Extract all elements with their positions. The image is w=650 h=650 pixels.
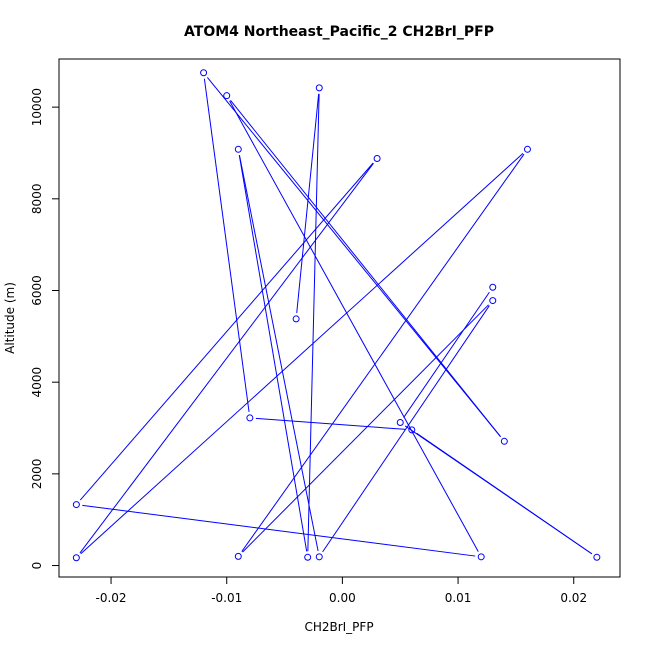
y-tick-label: 10000 — [30, 88, 44, 126]
data-point — [489, 297, 497, 305]
data-point — [315, 553, 323, 561]
data-point — [477, 553, 485, 561]
plot-frame — [58, 58, 621, 578]
series-segment — [307, 93, 320, 552]
y-tick-label: 4000 — [30, 367, 44, 398]
data-point — [523, 145, 531, 153]
data-point — [396, 419, 404, 427]
data-point — [223, 92, 231, 100]
series-segment — [80, 152, 524, 555]
chart-title: ATOM4 Northeast_Pacific_2 CH2BrI_PFP — [184, 24, 494, 40]
data-point — [315, 84, 323, 92]
series-segment — [229, 100, 479, 552]
data-point — [200, 69, 208, 77]
series-segment — [238, 155, 319, 552]
series-segment — [296, 93, 320, 313]
series-segment — [203, 78, 250, 413]
x-tick-label: -0.02 — [96, 591, 127, 605]
data-point — [408, 426, 416, 434]
x-tick-label: 0.00 — [329, 591, 356, 605]
series-segment — [82, 504, 476, 557]
series-layer — [72, 69, 601, 562]
y-tick-label: 0 — [30, 562, 44, 570]
x-tick-label: 0.01 — [445, 591, 472, 605]
data-point — [234, 145, 242, 153]
x-tick-label: 0.02 — [560, 591, 587, 605]
series-segment — [79, 162, 374, 554]
x-tick-label: -0.01 — [211, 591, 242, 605]
y-axis-label: Altitude (m) — [3, 282, 17, 354]
y-tick-label: 8000 — [30, 184, 44, 215]
series-segment — [255, 417, 406, 430]
y-axis: 0 2000 4000 6000 8000 10000 — [30, 88, 60, 570]
data-point — [246, 414, 254, 422]
data-point — [292, 315, 300, 323]
data-point — [373, 154, 381, 162]
x-axis-label: CH2BrI_PFP — [304, 620, 373, 634]
data-point — [489, 283, 497, 291]
data-point — [72, 554, 80, 562]
series-segment — [230, 100, 501, 437]
y-tick-label: 6000 — [30, 275, 44, 306]
data-point — [304, 553, 312, 561]
series-segment — [79, 162, 374, 501]
series-segment — [242, 304, 489, 553]
series-segment — [206, 77, 501, 437]
series-segment — [404, 425, 593, 555]
series-segment — [241, 153, 525, 552]
x-axis: -0.02 -0.01 0.00 0.01 0.02 — [96, 576, 587, 605]
data-point — [593, 553, 601, 561]
y-tick-label: 2000 — [30, 459, 44, 490]
data-point — [72, 501, 80, 509]
series-segment — [403, 291, 490, 418]
data-point — [500, 437, 508, 445]
data-point — [234, 552, 242, 560]
series-segment — [238, 155, 308, 552]
series-segment — [322, 305, 490, 553]
